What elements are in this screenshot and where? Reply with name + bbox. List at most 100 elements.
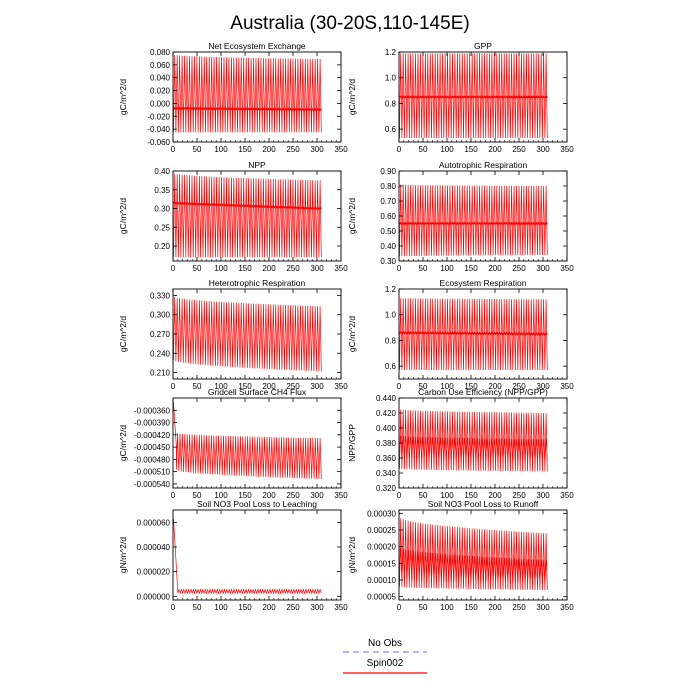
y-tick-label: 0.00030: [367, 509, 396, 518]
chart-gridcell-surface-ch4-flux: Gridcell Surface CH4 Flux gC/m^2/d 0 50 100 1…: [118, 387, 348, 500]
y-axis-label: gC/m^2/d: [347, 198, 357, 234]
x-tick-label: 350: [560, 145, 574, 154]
x-tick-label: 150: [238, 382, 252, 391]
x-tick-label: 150: [238, 145, 252, 154]
y-tick-label: 0.6: [385, 125, 397, 134]
y-tick-label: 0.80: [380, 182, 396, 191]
series-line: [173, 296, 322, 372]
x-tick-label: 150: [464, 491, 478, 500]
chart-soil-no3-pool-loss-to-leaching: Soil NO3 Pool Loss to Leaching gN/m^2/d 0 5…: [118, 499, 348, 612]
y-tick-label: 0.320: [376, 484, 397, 493]
x-tick-label: 250: [286, 382, 300, 391]
y-tick-label: 0.300: [150, 311, 171, 320]
y-tick-label: -0.000420: [134, 431, 171, 440]
y-tick-label: 0.00010: [367, 576, 396, 585]
series-line: [173, 402, 322, 480]
series-spin002: [399, 518, 548, 591]
y-tick-label: 0.8: [385, 336, 397, 345]
y-tick-label: 0.00020: [367, 543, 396, 552]
chart-title: Carbon Use Efficiency (NPP/GPP): [418, 387, 548, 397]
chart-panels: Net Ecosystem Exchange gC/m^2/d 0 50 100 150 2…: [118, 41, 574, 612]
x-tick-label: 100: [214, 603, 228, 612]
x-tick-label: 300: [536, 145, 550, 154]
x-tick-label: 300: [310, 264, 324, 273]
x-tick-label: 0: [397, 491, 402, 500]
series-mean-line: [399, 95, 548, 99]
series-spin002: [399, 53, 548, 139]
y-tick-label: 0.340: [376, 469, 397, 478]
x-tick-label: 350: [560, 603, 574, 612]
x-tick-label: 200: [262, 145, 276, 154]
x-tick-label: 0: [171, 603, 176, 612]
y-axis-label: gC/m^2/d: [118, 198, 128, 234]
x-tick-label: 350: [560, 382, 574, 391]
x-tick-label: 50: [419, 264, 428, 273]
x-tick-label: 100: [440, 382, 454, 391]
x-tick-label: 0: [171, 264, 176, 273]
x-tick-label: 50: [193, 264, 202, 273]
series-line: [399, 298, 548, 371]
x-tick-label: 200: [488, 491, 502, 500]
series-line: [173, 54, 322, 133]
x-tick-label: 150: [464, 145, 478, 154]
legend-entry-no-obs: No Obs: [343, 638, 427, 653]
x-tick-label: 350: [560, 491, 574, 500]
y-tick-label: 0.000040: [137, 543, 171, 552]
plot-frame: [172, 509, 342, 601]
x-tick-label: 350: [334, 264, 348, 273]
chart-ecosystem-respiration: Ecosystem Respiration gC/m^2/d 0 50 100 150 20…: [347, 278, 574, 391]
x-tick-label: 300: [310, 382, 324, 391]
x-tick-label: 200: [488, 603, 502, 612]
series-mean-line: [399, 331, 548, 336]
y-tick-label: 0.400: [376, 424, 397, 433]
chart-net-ecosystem-exchange: Net Ecosystem Exchange gC/m^2/d 0 50 100 150 2…: [118, 41, 348, 154]
x-tick-label: 200: [488, 382, 502, 391]
y-tick-label: 0.6: [385, 362, 397, 371]
y-tick-label: 0.70: [380, 197, 396, 206]
plot-frame: [398, 509, 568, 601]
series-mean-line: [173, 201, 322, 211]
y-tick-label: 0.380: [376, 439, 397, 448]
y-axis-label: gC/m^2/d: [118, 79, 128, 115]
x-tick-label: 50: [419, 382, 428, 391]
series-line: [399, 53, 548, 139]
legend-entry-spin002: Spin002: [343, 658, 427, 674]
x-tick-label: 300: [536, 382, 550, 391]
x-tick-label: 300: [310, 145, 324, 154]
y-tick-label: -0.000360: [134, 406, 171, 415]
y-tick-label: 0.40: [154, 167, 170, 176]
series-mean-line: [399, 221, 548, 226]
y-tick-label: 0.00015: [367, 559, 396, 568]
x-tick-label: 100: [214, 491, 228, 500]
series-line: [173, 173, 322, 258]
x-tick-label: 100: [440, 491, 454, 500]
chart-title: Autotrophic Respiration: [439, 160, 528, 170]
y-axis-label: gN/m^2/d: [118, 537, 128, 573]
y-tick-label: 1.0: [385, 74, 397, 83]
x-tick-label: 50: [419, 145, 428, 154]
x-tick-label: 250: [512, 264, 526, 273]
x-tick-label: 250: [286, 145, 300, 154]
x-tick-label: 150: [238, 603, 252, 612]
chart-title: GPP: [474, 41, 492, 51]
series-spin002: [173, 173, 322, 258]
x-tick-label: 0: [397, 264, 402, 273]
chart-title: Net Ecosystem Exchange: [208, 41, 306, 51]
chart-title: Ecosystem Respiration: [440, 278, 527, 288]
chart-title: NPP: [248, 160, 266, 170]
x-tick-label: 200: [262, 382, 276, 391]
y-tick-label: 0.060: [150, 61, 171, 70]
y-tick-label: 0.020: [150, 87, 171, 96]
y-tick-label: 0.000: [150, 99, 171, 108]
plot-frame: [398, 288, 568, 380]
x-tick-label: 0: [397, 603, 402, 612]
chart-heterotrophic-respiration: Heterotrophic Respiration gC/m^2/d 0 50 100 1…: [118, 278, 348, 391]
x-tick-label: 350: [334, 491, 348, 500]
y-tick-label: 0.000000: [137, 592, 171, 601]
x-tick-label: 100: [214, 264, 228, 273]
plot-frame: [172, 51, 342, 143]
plot-frame: [172, 170, 342, 262]
x-tick-label: 250: [512, 145, 526, 154]
x-tick-label: 0: [171, 491, 176, 500]
y-axis-label: gC/m^2/d: [118, 316, 128, 352]
